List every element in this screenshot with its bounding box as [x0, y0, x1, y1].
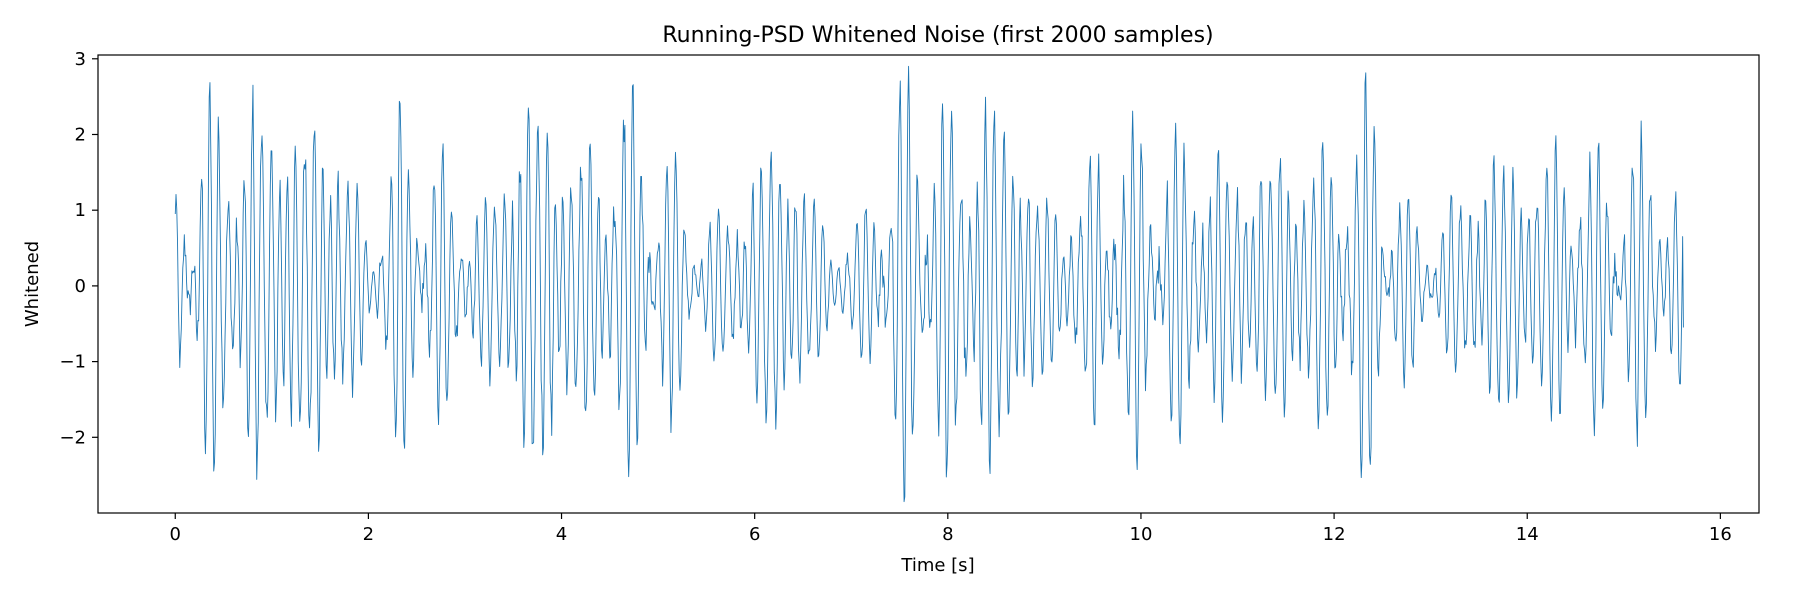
y-axis-label: Whitened [22, 241, 43, 327]
y-axis-ticks: −2 −1 0 1 2 3 [59, 49, 98, 448]
series-group [174, 65, 1684, 503]
series-line [174, 65, 1684, 503]
chart-title: Running-PSD Whitened Noise (first 2000 s… [662, 23, 1213, 48]
y-tick-label: 2 [75, 124, 86, 145]
x-tick-label: 16 [1709, 524, 1732, 545]
y-tick-label: −2 [59, 427, 86, 448]
y-tick-label: 3 [75, 49, 86, 70]
x-tick-label: 12 [1323, 524, 1346, 545]
x-tick-label: 4 [556, 524, 567, 545]
x-tick-label: 14 [1516, 524, 1539, 545]
x-axis-label: Time [s] [900, 555, 974, 576]
y-tick-label: 0 [75, 276, 86, 297]
x-tick-label: 0 [170, 524, 181, 545]
axes-frame [97, 54, 1760, 514]
y-tick-label: 1 [75, 200, 86, 221]
x-tick-label: 8 [942, 524, 953, 545]
y-tick-label: −1 [59, 352, 86, 373]
x-tick-label: 2 [363, 524, 374, 545]
x-tick-label: 6 [749, 524, 760, 545]
x-axis-ticks: 0 2 4 6 8 10 12 14 16 [170, 513, 1732, 545]
x-tick-label: 10 [1130, 524, 1153, 545]
